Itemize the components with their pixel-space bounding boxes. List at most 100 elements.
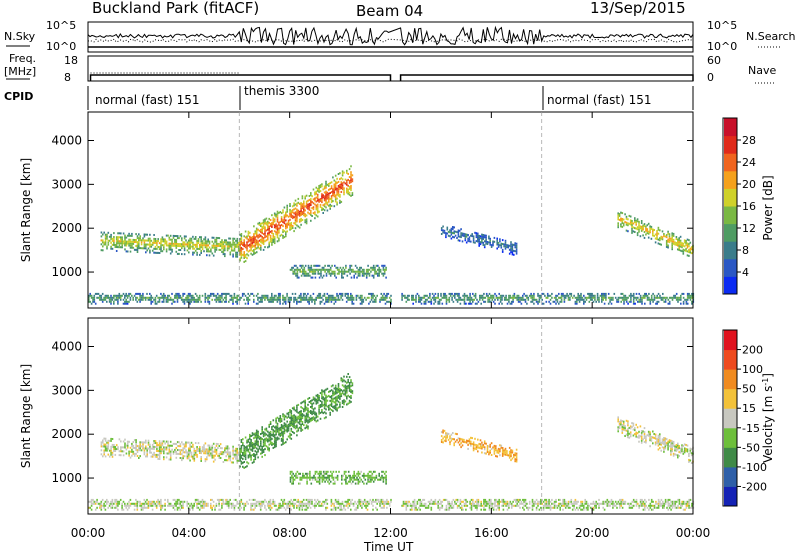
heatmap-cell	[359, 298, 362, 301]
heatmap-cell	[689, 251, 692, 254]
heatmap-cell	[350, 187, 352, 189]
heatmap-cell	[385, 276, 387, 279]
heatmap-cell	[246, 439, 248, 442]
heatmap-cell	[265, 429, 268, 432]
heatmap-cell	[126, 300, 129, 303]
heatmap-cell	[496, 241, 498, 244]
heatmap-cell	[300, 204, 302, 207]
heatmap-cell	[282, 219, 284, 222]
heatmap-cell	[286, 222, 288, 225]
heatmap-cell	[690, 252, 693, 255]
heatmap-cell	[677, 238, 679, 241]
heatmap-cell	[254, 450, 257, 453]
heatmap-cell	[250, 240, 252, 243]
heatmap-cell	[677, 454, 679, 457]
heatmap-cell	[275, 225, 277, 228]
heatmap-cell	[208, 450, 211, 453]
heatmap-cell	[347, 384, 349, 387]
heatmap-cell	[289, 298, 291, 301]
heatmap-cell	[347, 386, 349, 389]
heatmap-cell	[339, 178, 341, 181]
heatmap-cell	[618, 214, 621, 217]
heatmap-cell	[203, 250, 205, 253]
heatmap-cell	[230, 461, 233, 464]
heatmap-cell	[237, 294, 240, 297]
heatmap-cell	[345, 264, 347, 267]
heatmap-cell	[289, 214, 291, 217]
heatmap-cell	[488, 235, 490, 238]
heatmap-cell	[465, 233, 468, 236]
heatmap-cell	[115, 242, 118, 245]
heatmap-cell	[322, 398, 324, 401]
heatmap-cell	[131, 234, 133, 237]
heatmap-cell	[307, 415, 309, 418]
heatmap-cell	[688, 243, 690, 246]
heatmap-cell	[365, 272, 368, 275]
heatmap-cell	[341, 292, 344, 295]
heatmap-cell	[677, 244, 679, 247]
heatmap-cell	[343, 171, 345, 174]
heatmap-cell	[254, 236, 257, 239]
heatmap-cell	[149, 245, 151, 248]
heatmap-cell	[325, 184, 327, 187]
heatmap-cell	[297, 213, 300, 216]
heatmap-cell	[200, 238, 202, 241]
heatmap-cell	[155, 302, 158, 305]
heatmap-cell	[635, 298, 638, 301]
heatmap-cell	[260, 240, 262, 243]
heatmap-cell	[258, 296, 261, 299]
heatmap-cell	[346, 387, 348, 390]
heatmap-cell	[347, 474, 350, 477]
power-heatmap	[88, 165, 695, 305]
heatmap-cell	[296, 302, 298, 305]
heatmap-cell	[183, 298, 186, 301]
heatmap-cell	[260, 225, 262, 227]
heatmap-cell	[316, 478, 318, 481]
heatmap-cell	[674, 447, 676, 450]
heatmap-cell	[368, 302, 370, 305]
heatmap-cell	[212, 242, 215, 245]
heatmap-cell	[100, 249, 103, 252]
heatmap-cell	[685, 242, 687, 244]
heatmap-cell	[102, 441, 104, 444]
heatmap-cell	[482, 234, 485, 236]
heatmap-cell	[472, 292, 474, 295]
heatmap-cell	[155, 294, 158, 297]
heatmap-cell	[632, 302, 635, 305]
heatmap-cell	[472, 241, 475, 244]
heatmap-cell	[207, 300, 209, 303]
heatmap-cell	[349, 474, 351, 477]
heatmap-cell	[341, 474, 343, 477]
heatmap-cell	[653, 229, 655, 231]
heatmap-cell	[114, 453, 117, 456]
heatmap-cell	[137, 298, 140, 301]
heatmap-cell	[639, 235, 642, 238]
heatmap-cell	[418, 294, 420, 297]
heatmap-cell	[629, 223, 632, 226]
heatmap-cell	[317, 480, 319, 483]
heatmap-cell	[352, 476, 354, 479]
heatmap-cell	[460, 232, 462, 235]
heatmap-cell	[186, 441, 189, 444]
heatmap-cell	[208, 242, 211, 245]
heatmap-cell	[121, 294, 123, 297]
heatmap-cell	[304, 219, 306, 222]
heatmap-cell	[496, 237, 498, 240]
heatmap-cell	[103, 449, 105, 452]
heatmap-cell	[437, 292, 439, 295]
heatmap-cell	[204, 242, 207, 245]
heatmap-cell	[276, 212, 279, 215]
heatmap-cell	[674, 241, 676, 244]
heatmap-cell	[359, 476, 361, 479]
heatmap-cell	[236, 300, 238, 303]
heatmap-cell	[639, 227, 642, 230]
heatmap-cell	[221, 292, 223, 295]
heatmap-cell	[251, 453, 254, 456]
heatmap-cell	[150, 296, 152, 299]
heatmap-cell	[334, 300, 337, 303]
heatmap-cell	[497, 449, 500, 452]
heatmap-cell	[289, 224, 291, 227]
heatmap-cell	[151, 445, 154, 448]
heatmap-cell	[343, 181, 345, 184]
heatmap-cell	[347, 480, 350, 483]
